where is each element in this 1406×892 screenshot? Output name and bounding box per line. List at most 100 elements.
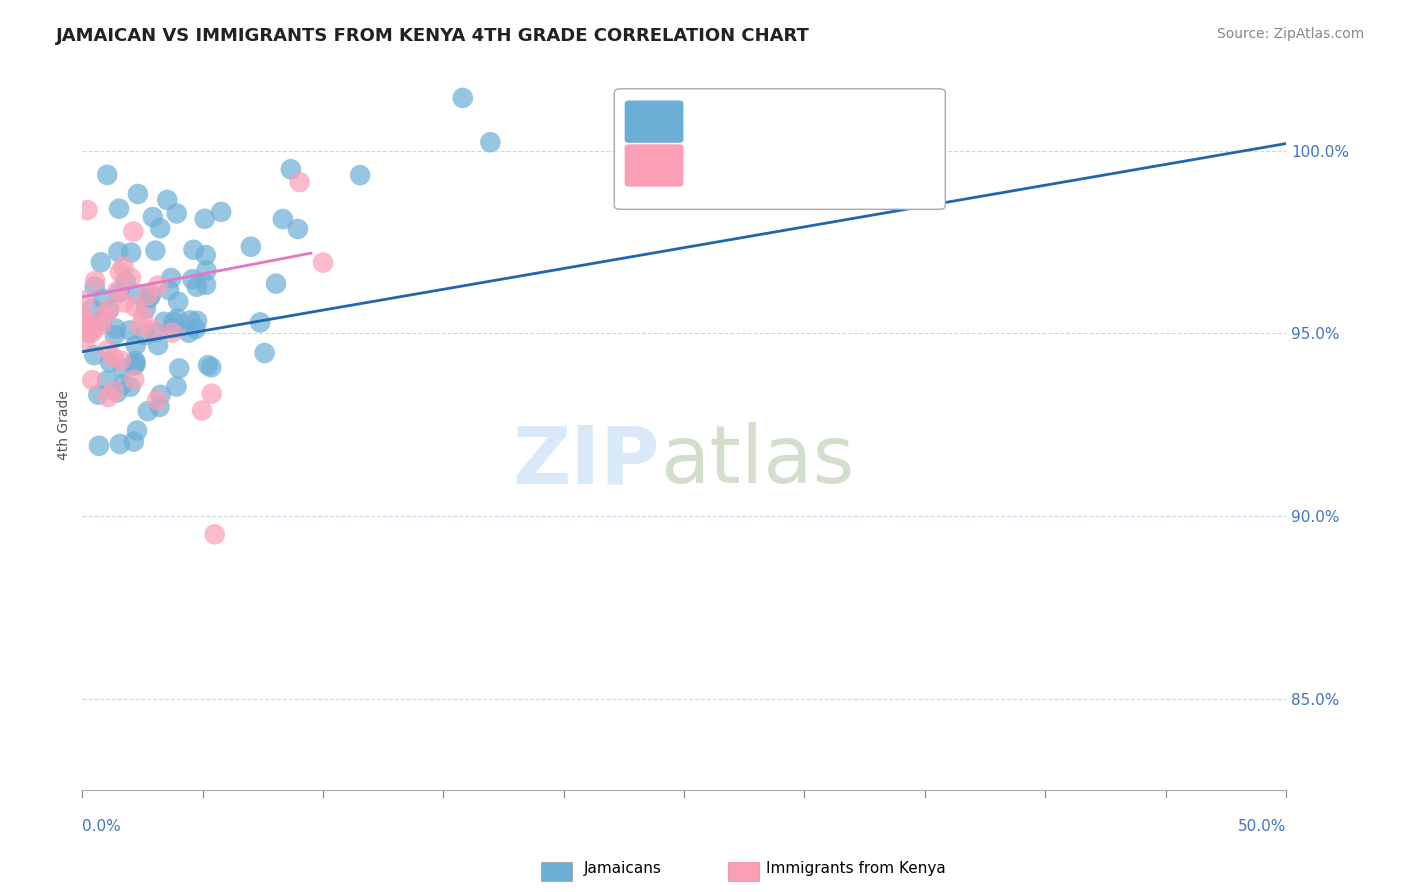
Point	[163, 315, 186, 329]
Point	[184, 322, 207, 336]
Point	[195, 277, 218, 292]
Point	[77, 326, 100, 341]
Point	[97, 343, 120, 357]
Point	[80, 326, 103, 340]
Point	[143, 326, 166, 340]
Point	[186, 280, 208, 294]
Point	[108, 437, 131, 451]
Point	[73, 317, 96, 331]
Point	[142, 210, 165, 224]
Point	[112, 295, 135, 310]
Point	[145, 244, 167, 258]
Point	[98, 355, 121, 369]
Point	[160, 326, 183, 340]
Point	[287, 222, 309, 236]
Point	[162, 321, 184, 335]
Point	[146, 278, 169, 293]
Point	[82, 373, 104, 387]
Point	[122, 434, 145, 449]
Point	[90, 318, 112, 332]
Point	[112, 260, 135, 274]
Point	[134, 327, 156, 342]
Point	[125, 338, 148, 352]
Point	[146, 338, 169, 352]
Point	[177, 326, 200, 340]
Point	[135, 301, 157, 316]
FancyBboxPatch shape	[614, 89, 945, 210]
Point	[167, 294, 190, 309]
Point	[120, 380, 142, 394]
Point	[80, 318, 103, 333]
Point	[107, 244, 129, 259]
Text: 50.0%: 50.0%	[1237, 819, 1286, 834]
Point	[156, 193, 179, 207]
FancyBboxPatch shape	[624, 144, 685, 187]
Point	[157, 283, 180, 297]
Point	[105, 385, 128, 400]
Point	[83, 348, 105, 362]
Y-axis label: 4th Grade: 4th Grade	[58, 390, 72, 459]
Point	[148, 400, 170, 414]
Point	[197, 358, 219, 372]
Point	[96, 168, 118, 182]
Point	[166, 311, 188, 326]
Point	[107, 284, 129, 298]
Point	[73, 318, 96, 332]
Point	[73, 335, 96, 350]
Point	[201, 386, 224, 401]
Text: R = 0.317   N = 39: R = 0.317 N = 39	[693, 155, 863, 173]
Point	[166, 206, 188, 220]
Point	[191, 403, 214, 417]
Point	[186, 314, 208, 328]
Point	[87, 388, 110, 402]
Point	[79, 322, 101, 336]
Point	[479, 135, 502, 149]
Point	[132, 310, 155, 324]
Point	[77, 320, 100, 334]
Point	[138, 291, 160, 305]
Point	[129, 319, 152, 334]
Point	[114, 274, 136, 288]
Point	[104, 321, 127, 335]
Point	[83, 279, 105, 293]
Point	[98, 302, 121, 317]
FancyBboxPatch shape	[624, 100, 685, 144]
Point	[124, 354, 146, 368]
Point	[110, 353, 132, 368]
Point	[90, 255, 112, 269]
Point	[118, 324, 141, 338]
Point	[167, 361, 190, 376]
Point	[142, 323, 165, 337]
Point	[108, 285, 131, 300]
Point	[125, 286, 148, 301]
Point	[76, 202, 98, 217]
Point	[91, 292, 114, 306]
Point	[253, 346, 276, 360]
Point	[146, 393, 169, 408]
Point	[80, 301, 103, 316]
Point	[271, 212, 294, 227]
Point	[200, 360, 222, 375]
Point	[73, 293, 96, 308]
Point	[124, 373, 146, 387]
Point	[183, 243, 205, 257]
Point	[101, 351, 124, 365]
Text: Jamaicans: Jamaicans	[583, 862, 661, 876]
Point	[98, 301, 121, 316]
Point	[160, 271, 183, 285]
Point	[209, 205, 232, 219]
Point	[111, 377, 134, 392]
Point	[124, 300, 146, 314]
Point	[108, 265, 131, 279]
Point	[122, 225, 145, 239]
Point	[87, 439, 110, 453]
Point	[181, 272, 204, 286]
Text: Source: ZipAtlas.com: Source: ZipAtlas.com	[1216, 27, 1364, 41]
Point	[97, 390, 120, 404]
Point	[122, 359, 145, 373]
Point	[153, 315, 176, 329]
Point	[349, 168, 371, 182]
Point	[120, 270, 142, 285]
Point	[149, 388, 172, 402]
Point	[75, 315, 97, 329]
